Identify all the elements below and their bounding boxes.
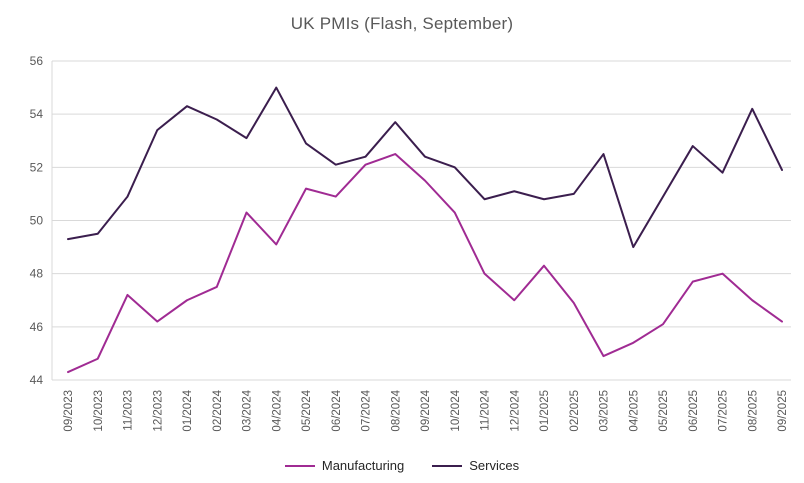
y-tick-label: 50 <box>30 214 44 228</box>
x-tick-label: 03/2025 <box>599 390 611 432</box>
x-tick-label: 11/2023 <box>123 390 135 431</box>
x-tick-label: 11/2024 <box>480 389 492 430</box>
chart-title: UK PMIs (Flash, September) <box>290 14 514 33</box>
x-tick-label: 09/2025 <box>777 390 789 432</box>
x-tick-label: 09/2023 <box>63 390 75 432</box>
x-tick-label: 04/2025 <box>628 390 640 432</box>
x-tick-label: 04/2024 <box>271 389 283 431</box>
x-tick-label: 01/2025 <box>539 390 551 432</box>
series-line-manufacturing <box>67 153 783 374</box>
legend: Manufacturing Services <box>0 458 804 473</box>
x-tick-label: 05/2024 <box>301 389 313 431</box>
x-tick-label: 02/2024 <box>212 389 224 431</box>
x-tick-label: 05/2025 <box>658 390 670 432</box>
x-tick-label: 09/2024 <box>420 389 432 431</box>
y-tick-label: 44 <box>30 373 44 387</box>
services-line-swatch-icon <box>432 464 463 467</box>
x-tick-label: 08/2024 <box>390 389 402 431</box>
y-tick-label: 56 <box>30 54 44 68</box>
x-tick-label: 07/2024 <box>361 389 373 431</box>
x-tick-label: 06/2025 <box>688 390 700 432</box>
legend-label-manufacturing: Manufacturing <box>321 458 405 473</box>
x-tick-label: 06/2024 <box>331 389 343 431</box>
x-tick-label: 01/2024 <box>182 389 194 431</box>
x-tick-label: 07/2025 <box>718 390 730 432</box>
y-tick-label: 54 <box>30 107 44 121</box>
x-tick-label: 10/2024 <box>450 389 462 431</box>
legend-item-services: Services <box>432 458 519 473</box>
series-line-services <box>67 86 783 249</box>
legend-item-manufacturing: Manufacturing <box>284 458 405 473</box>
x-tick-label: 02/2025 <box>569 390 581 432</box>
x-tick-label: 12/2023 <box>152 390 164 432</box>
x-tick-label: 12/2024 <box>509 389 521 431</box>
x-tick-label: 10/2023 <box>93 390 105 432</box>
manufacturing-line-swatch-icon <box>284 464 315 467</box>
y-tick-label: 46 <box>30 320 44 334</box>
x-tick-label: 08/2025 <box>747 390 759 432</box>
legend-label-services: Services <box>469 458 520 473</box>
x-tick-label: 03/2024 <box>242 389 254 431</box>
y-tick-label: 52 <box>30 160 44 174</box>
y-tick-label: 48 <box>30 267 44 281</box>
